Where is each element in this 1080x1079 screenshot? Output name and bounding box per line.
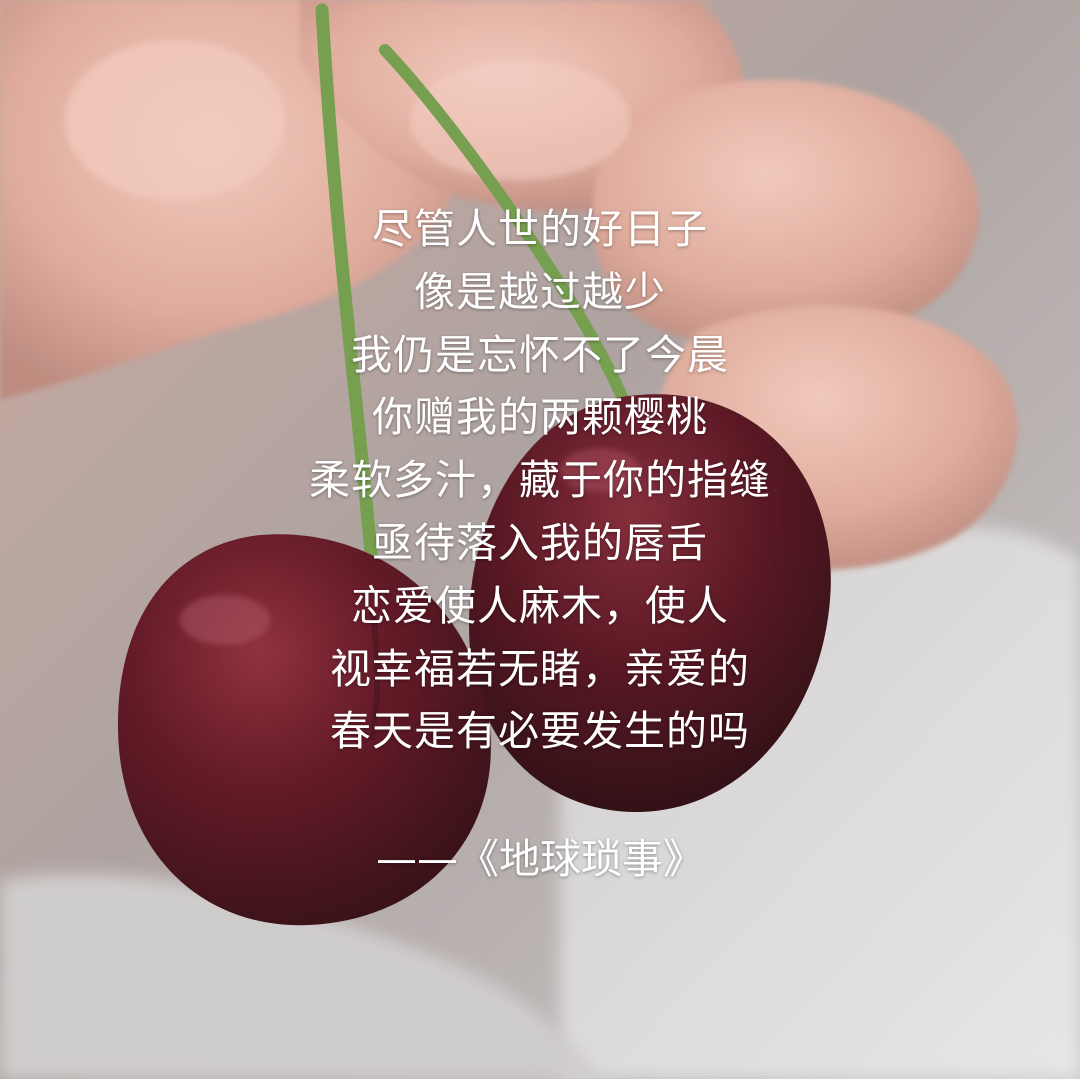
poem-line: 柔软多汁，藏于你的指缝 (309, 456, 771, 505)
cherry-right (469, 394, 831, 813)
cherry-left (117, 534, 491, 926)
poem-line: 你赠我的两颗樱桃 (372, 393, 708, 442)
poem-attribution: ——《地球琐事》 (376, 835, 704, 883)
poem-line: 尽管人世的好日子 (372, 205, 708, 253)
hand-shape (0, 0, 1018, 570)
poem-line: 恋爱使人麻木，使人 (351, 581, 729, 630)
poem-line: 亟待落入我的唇舌 (372, 518, 708, 567)
poem-text: 尽管人世的好日子 像是越过越少 我仍是忘怀不了今晨 你赠我的两颗樱桃 柔软多汁，… (0, 198, 1080, 763)
poem-line: 视幸福若无睹，亲爱的 (330, 644, 750, 693)
poem-line: 春天是有必要发生的吗 (330, 707, 750, 756)
poem-line: 像是越过越少 (414, 267, 666, 316)
poem-line: 我仍是忘怀不了今晨 (351, 330, 729, 379)
